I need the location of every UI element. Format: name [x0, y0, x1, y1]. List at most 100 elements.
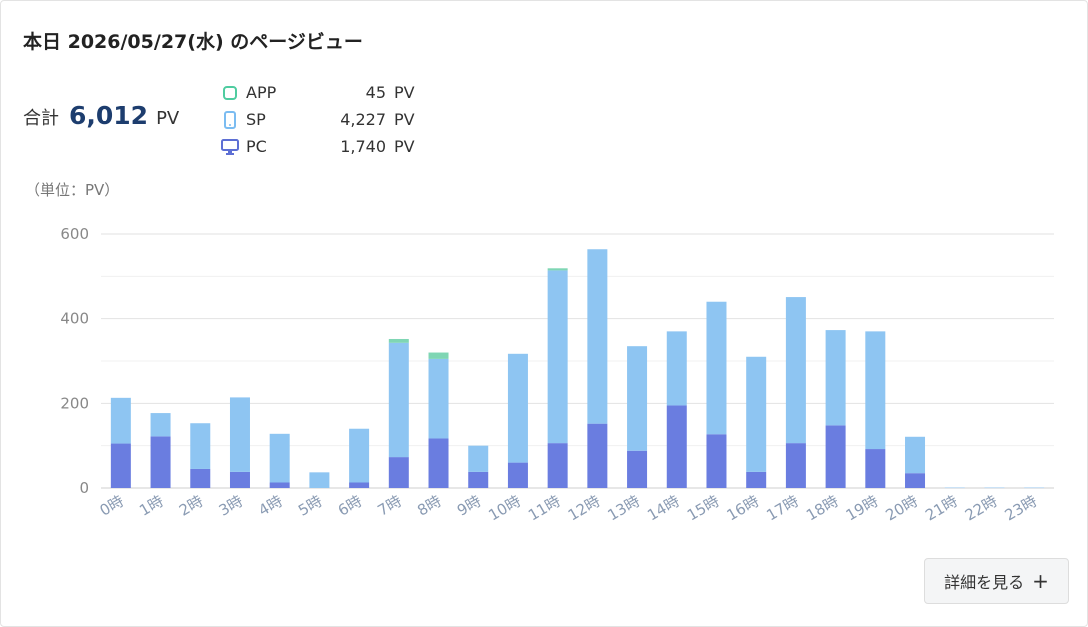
x-tick-label: 17時: [763, 492, 802, 525]
x-tick-label: 5時: [295, 492, 325, 520]
bar-segment-sp: [1024, 487, 1045, 489]
desktop-monitor-icon: [220, 137, 240, 157]
x-tick-label: 8時: [414, 492, 444, 520]
total-summary: 合計 6,012 PV: [23, 101, 179, 130]
legend-unit: PV: [394, 83, 415, 102]
bar-segment-sp: [944, 487, 965, 489]
bar-segment-pc: [825, 425, 846, 488]
bar-segment-app: [428, 352, 449, 359]
bar-segment-pc: [627, 450, 648, 488]
bar-segment-sp: [627, 346, 648, 451]
bar-segment-sp: [309, 472, 330, 488]
legend-label: PC: [246, 137, 267, 156]
bar-segment-pc: [428, 438, 449, 488]
legend-value: 1,740: [340, 137, 386, 156]
x-tick-label: 1時: [136, 492, 166, 520]
bar-segment-pc: [587, 423, 608, 488]
x-tick-label: 11時: [525, 492, 564, 525]
x-tick-label: 12時: [565, 492, 604, 525]
bar-segment-pc: [905, 473, 926, 488]
bar-segment-pc: [865, 449, 886, 488]
legend-value: 45: [365, 83, 386, 102]
bar-segment-sp: [706, 301, 727, 435]
total-unit: PV: [156, 108, 180, 129]
y-tick-label: 600: [60, 225, 89, 243]
bar-segment-pc: [706, 434, 727, 488]
bar-segment-sp: [229, 397, 250, 472]
bar-segment-pc: [547, 443, 568, 488]
bar-segment-pc: [785, 443, 806, 488]
bar-segment-sp: [666, 331, 687, 406]
bar-segment-sp: [905, 436, 926, 474]
bar-segment-sp: [349, 428, 370, 483]
page-title: 本日 2026/05/27(水) のページビュー: [23, 31, 363, 53]
unit-note: （単位：PV）: [25, 181, 120, 199]
legend-label: SP: [246, 110, 266, 129]
bar-segment-sp: [507, 353, 528, 463]
legend-item-pc: PC 1,740 PV: [220, 133, 415, 160]
bar-segment-app: [388, 338, 409, 343]
bar-segment-sp: [468, 445, 489, 472]
x-tick-label: 10時: [485, 492, 524, 525]
bar-segment-pc: [746, 471, 767, 488]
legend-item-app: APP 45 PV: [220, 79, 415, 106]
bar-segment-sp: [428, 358, 449, 439]
bar-segment-sp: [190, 423, 211, 469]
y-tick-label: 0: [79, 479, 89, 497]
x-tick-label: 7時: [375, 492, 405, 520]
y-tick-label: 200: [60, 394, 89, 412]
legend-unit: PV: [394, 110, 415, 129]
bar-segment-sp: [110, 397, 131, 444]
bar-segment-pc: [229, 471, 250, 488]
x-tick-label: 14時: [644, 492, 683, 525]
view-details-label: 詳細を見る: [944, 573, 1025, 592]
legend-label: APP: [246, 83, 277, 102]
x-tick-label: 2時: [176, 492, 206, 520]
x-tick-label: 16時: [724, 492, 763, 525]
bar-segment-pc: [388, 457, 409, 488]
x-tick-label: 6時: [335, 492, 365, 520]
x-tick-label: 9時: [454, 492, 484, 520]
x-tick-label: 13時: [605, 492, 644, 525]
bar-segment-pc: [190, 468, 211, 488]
plus-icon: +: [1032, 569, 1049, 593]
bar-segment-sp: [825, 330, 846, 426]
bar-segment-pc: [269, 482, 290, 488]
bar-segment-sp: [547, 270, 568, 444]
bar-segment-pc: [507, 462, 528, 488]
bar-segment-pc: [110, 443, 131, 488]
x-tick-label: 20時: [882, 492, 921, 525]
bar-segment-pc: [666, 405, 687, 488]
bar-segment-sp: [269, 433, 290, 483]
bar-segment-app: [547, 268, 568, 271]
bar-segment-pc: [349, 482, 370, 488]
x-tick-label: 18時: [803, 492, 842, 525]
bar-segment-sp: [865, 331, 886, 450]
bar-segment-sp: [746, 356, 767, 472]
x-tick-label: 0時: [97, 492, 127, 520]
device-legend: APP 45 PV SP 4,227 PV PC 1,740 PV: [220, 79, 415, 160]
total-label: 合計: [23, 108, 59, 129]
bar-segment-sp: [785, 297, 806, 444]
smartphone-icon: [220, 110, 240, 130]
x-tick-label: 21時: [922, 492, 961, 525]
x-tick-label: 19時: [843, 492, 882, 525]
y-tick-label: 400: [60, 310, 89, 328]
app-square-icon: [220, 83, 240, 103]
x-tick-label: 15時: [684, 492, 723, 525]
x-tick-label: 22時: [962, 492, 1001, 525]
bar-segment-sp: [150, 413, 171, 437]
bar-segment-pc: [150, 436, 171, 488]
bar-segment-pc: [468, 471, 489, 488]
x-tick-label: 4時: [255, 492, 285, 520]
total-value: 6,012: [69, 101, 149, 130]
bar-segment-sp: [984, 487, 1005, 489]
x-tick-label: 23時: [1002, 492, 1041, 525]
x-tick-label: 3時: [216, 492, 246, 520]
view-details-button[interactable]: 詳細を見る +: [924, 558, 1069, 604]
legend-unit: PV: [394, 137, 415, 156]
legend-value: 4,227: [340, 110, 386, 129]
legend-item-sp: SP 4,227 PV: [220, 106, 415, 133]
